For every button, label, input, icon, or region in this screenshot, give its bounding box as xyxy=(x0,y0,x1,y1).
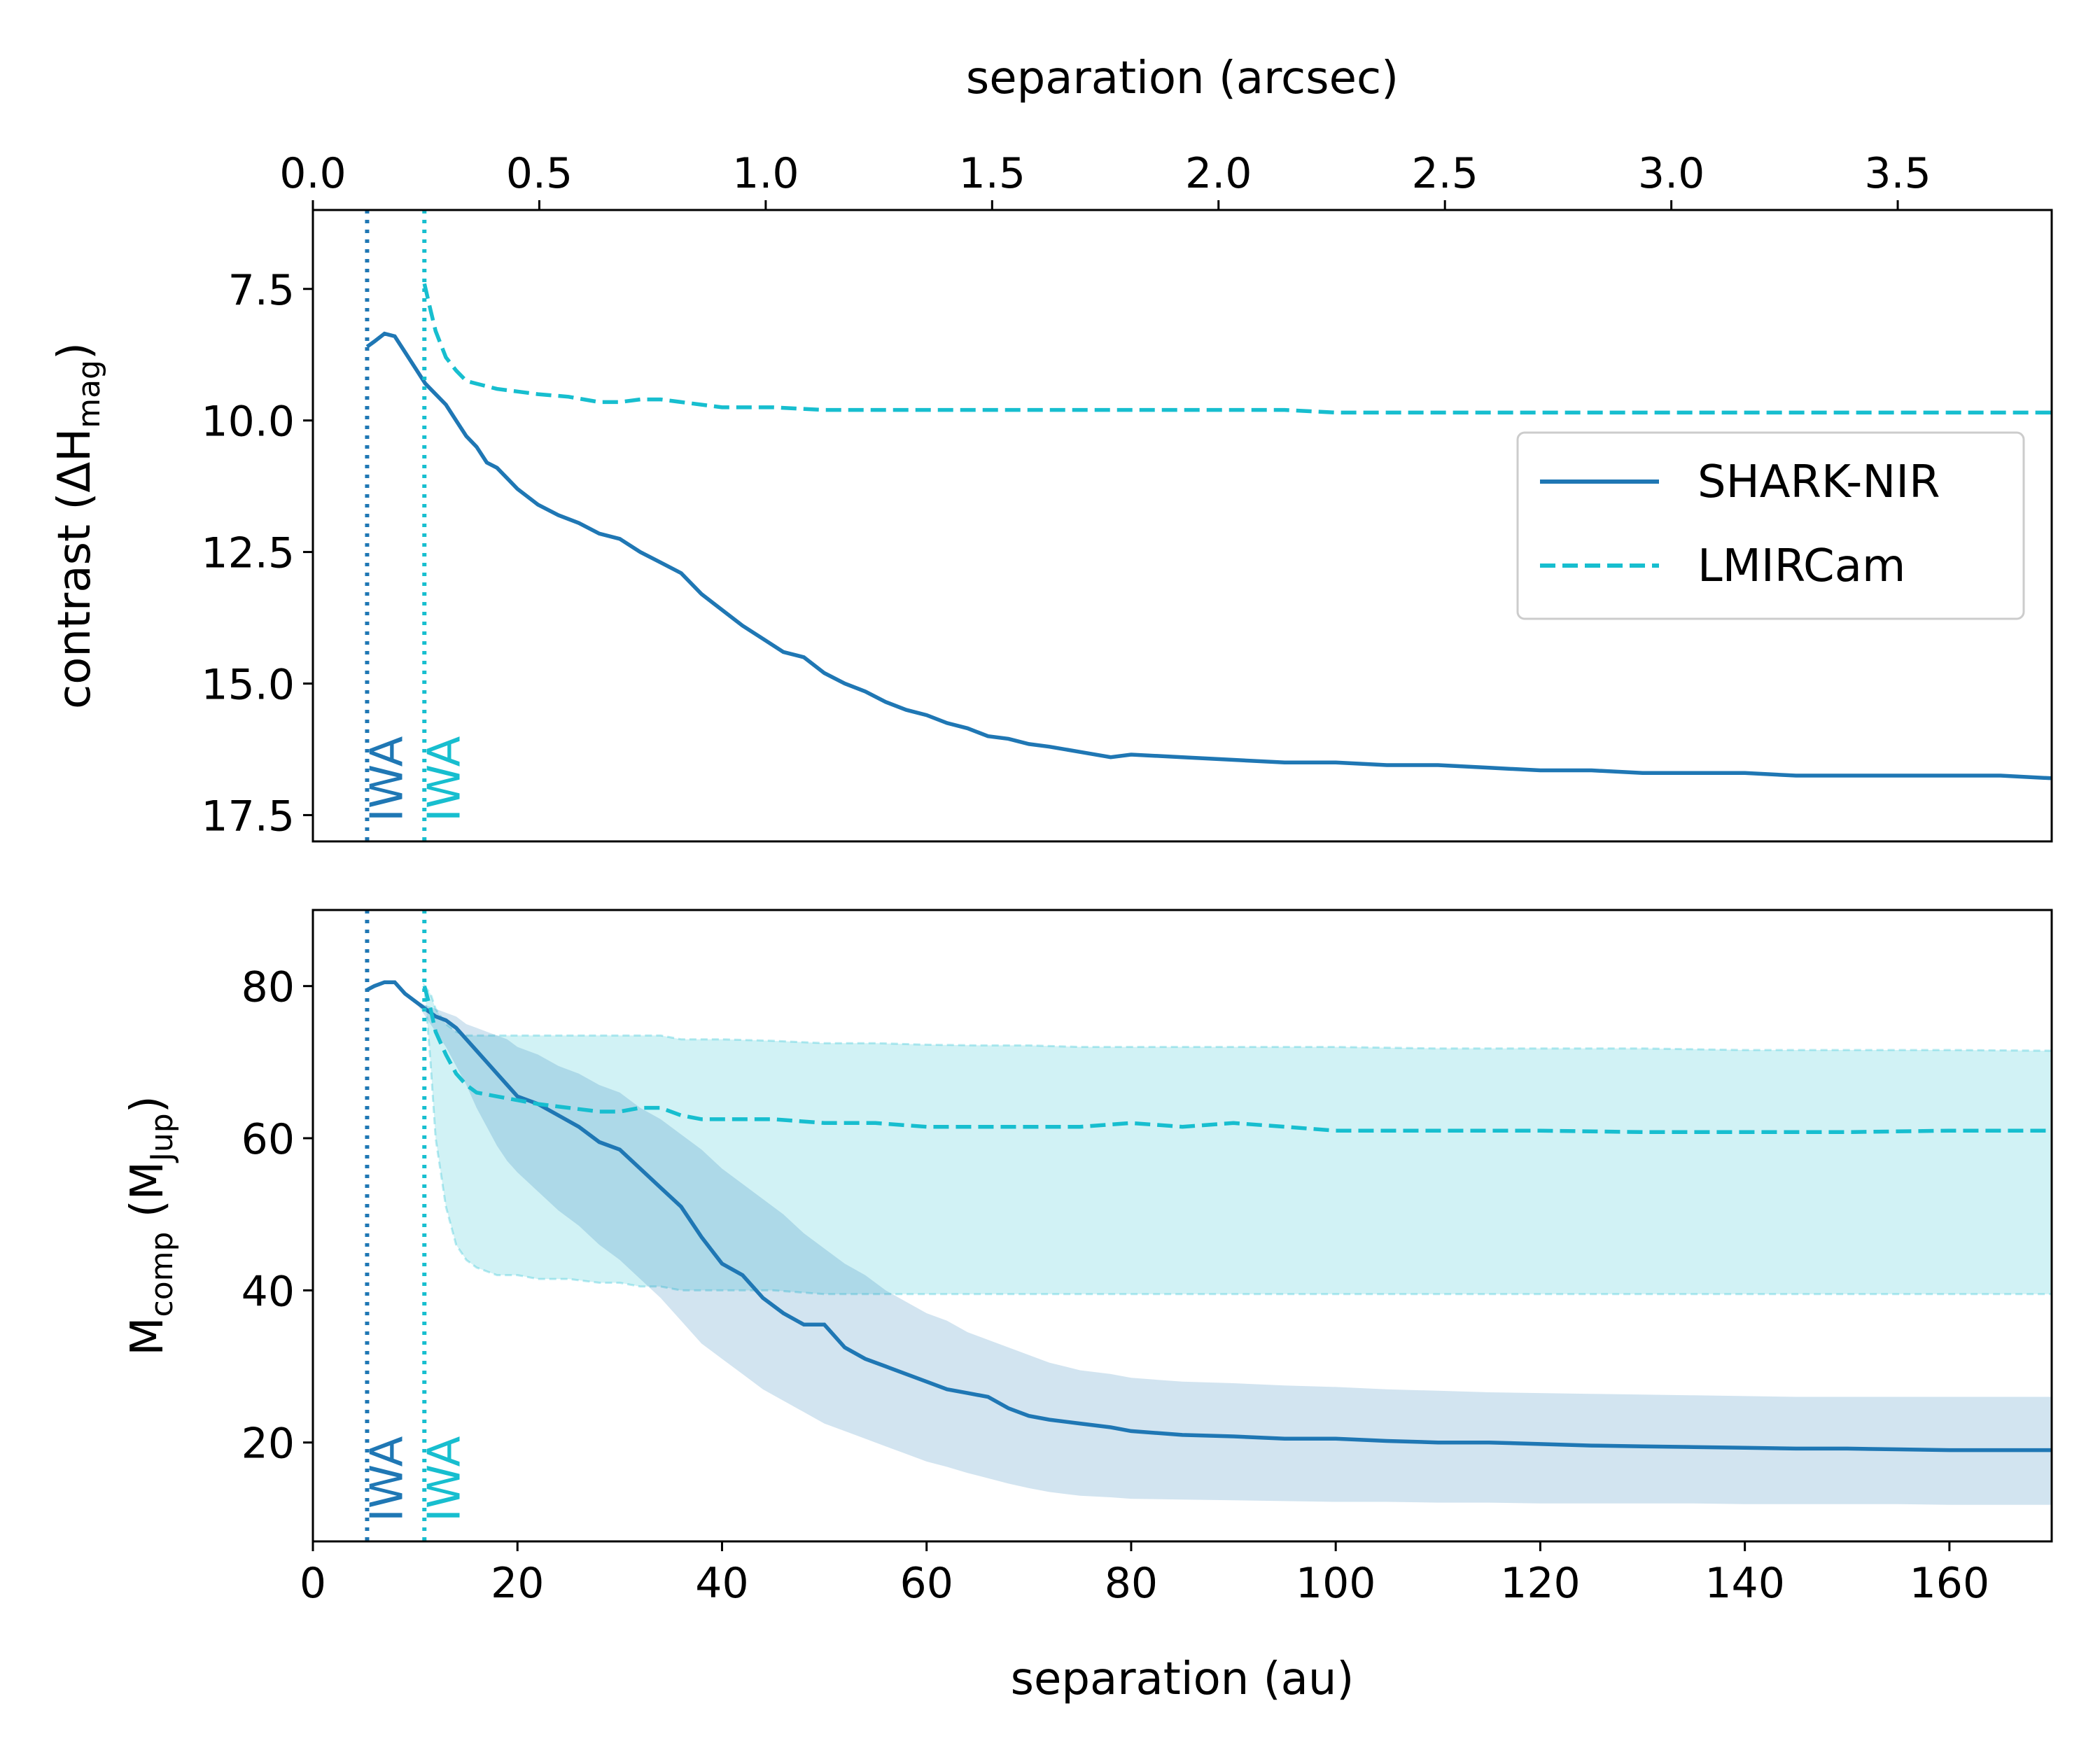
mass-iwa-label-lmircam: IWA xyxy=(419,1436,470,1522)
legend-label-lmircam: LMIRCam xyxy=(1698,540,1905,592)
mass-iwa-label-shark-nir: IWA xyxy=(361,1436,413,1522)
mass-ytick-label: 60 xyxy=(241,1115,295,1164)
au-xtick-label: 60 xyxy=(900,1559,953,1608)
contrast-iwa-label-shark-nir: IWA xyxy=(361,736,413,822)
au-xtick-label: 140 xyxy=(1704,1559,1785,1608)
arcsec-xtick-label: 3.0 xyxy=(1638,149,1704,198)
contrast-ytick-label: 7.5 xyxy=(228,266,295,315)
mass-line-lmircam xyxy=(422,985,2052,1135)
contrast-axis-label: contrast (ΔHmag) xyxy=(49,342,107,709)
arcsec-xtick-label: 0.5 xyxy=(506,149,573,198)
au-xtick-label: 80 xyxy=(1105,1559,1158,1608)
mass-panel: IWA IWA 20 40 60 80 0 20 40 60 80 100 120 140 160 se… xyxy=(122,909,2053,1705)
mass-panel-frame xyxy=(312,909,2053,1543)
contrast-ytick-label: 17.5 xyxy=(201,792,295,841)
mass-ytick-label: 40 xyxy=(241,1267,295,1316)
arcsec-xtick-label: 2.0 xyxy=(1185,149,1252,198)
bottom-axis-label: separation (au) xyxy=(1011,1653,1354,1705)
mass-band-lmircam xyxy=(423,982,2052,1296)
arcsec-xtick-label: 2.5 xyxy=(1411,149,1478,198)
contrast-ytick-label: 15.0 xyxy=(201,661,295,710)
au-xtick-label: 20 xyxy=(491,1559,544,1608)
arcsec-xtick-label: 0.0 xyxy=(279,149,346,198)
mass-axis-label: Mcomp (MJup) xyxy=(122,1096,180,1355)
arcsec-xtick-label: 1.5 xyxy=(959,149,1026,198)
mass-band-shark-nir xyxy=(367,982,2052,1505)
arcsec-xtick-label: 3.5 xyxy=(1864,149,1931,198)
top-axis-label: separation (arcsec) xyxy=(966,52,1399,104)
contrast-panel: IWA IWA 7.5 10.0 12.5 15.0 17.5 0.0 0.5 1.0 1.5 2… xyxy=(49,52,2053,843)
contrast-ytick-label: 12.5 xyxy=(201,529,295,578)
mass-ytick-label: 80 xyxy=(241,963,295,1012)
contrast-ytick-label: 10.0 xyxy=(201,398,295,447)
mass-line-shark-nir xyxy=(366,980,2052,1452)
au-xtick-label: 40 xyxy=(695,1559,748,1608)
mass-ytick-label: 20 xyxy=(241,1420,295,1469)
contrast-line-shark-nir xyxy=(365,331,2052,780)
contrast-panel-frame xyxy=(312,209,2053,843)
legend: SHARK-NIR LMIRCam xyxy=(1516,431,2025,620)
legend-label-shark: SHARK-NIR xyxy=(1698,456,1940,508)
contrast-iwa-label-lmircam: IWA xyxy=(419,736,470,822)
au-xtick-label: 100 xyxy=(1296,1559,1376,1608)
au-xtick-label: 0 xyxy=(300,1559,326,1608)
arcsec-xtick-label: 1.0 xyxy=(732,149,799,198)
au-xtick-label: 120 xyxy=(1500,1559,1581,1608)
legend-box xyxy=(1516,431,2025,620)
contrast-line-lmircam xyxy=(422,283,2052,415)
au-xtick-label: 160 xyxy=(1910,1559,1990,1608)
